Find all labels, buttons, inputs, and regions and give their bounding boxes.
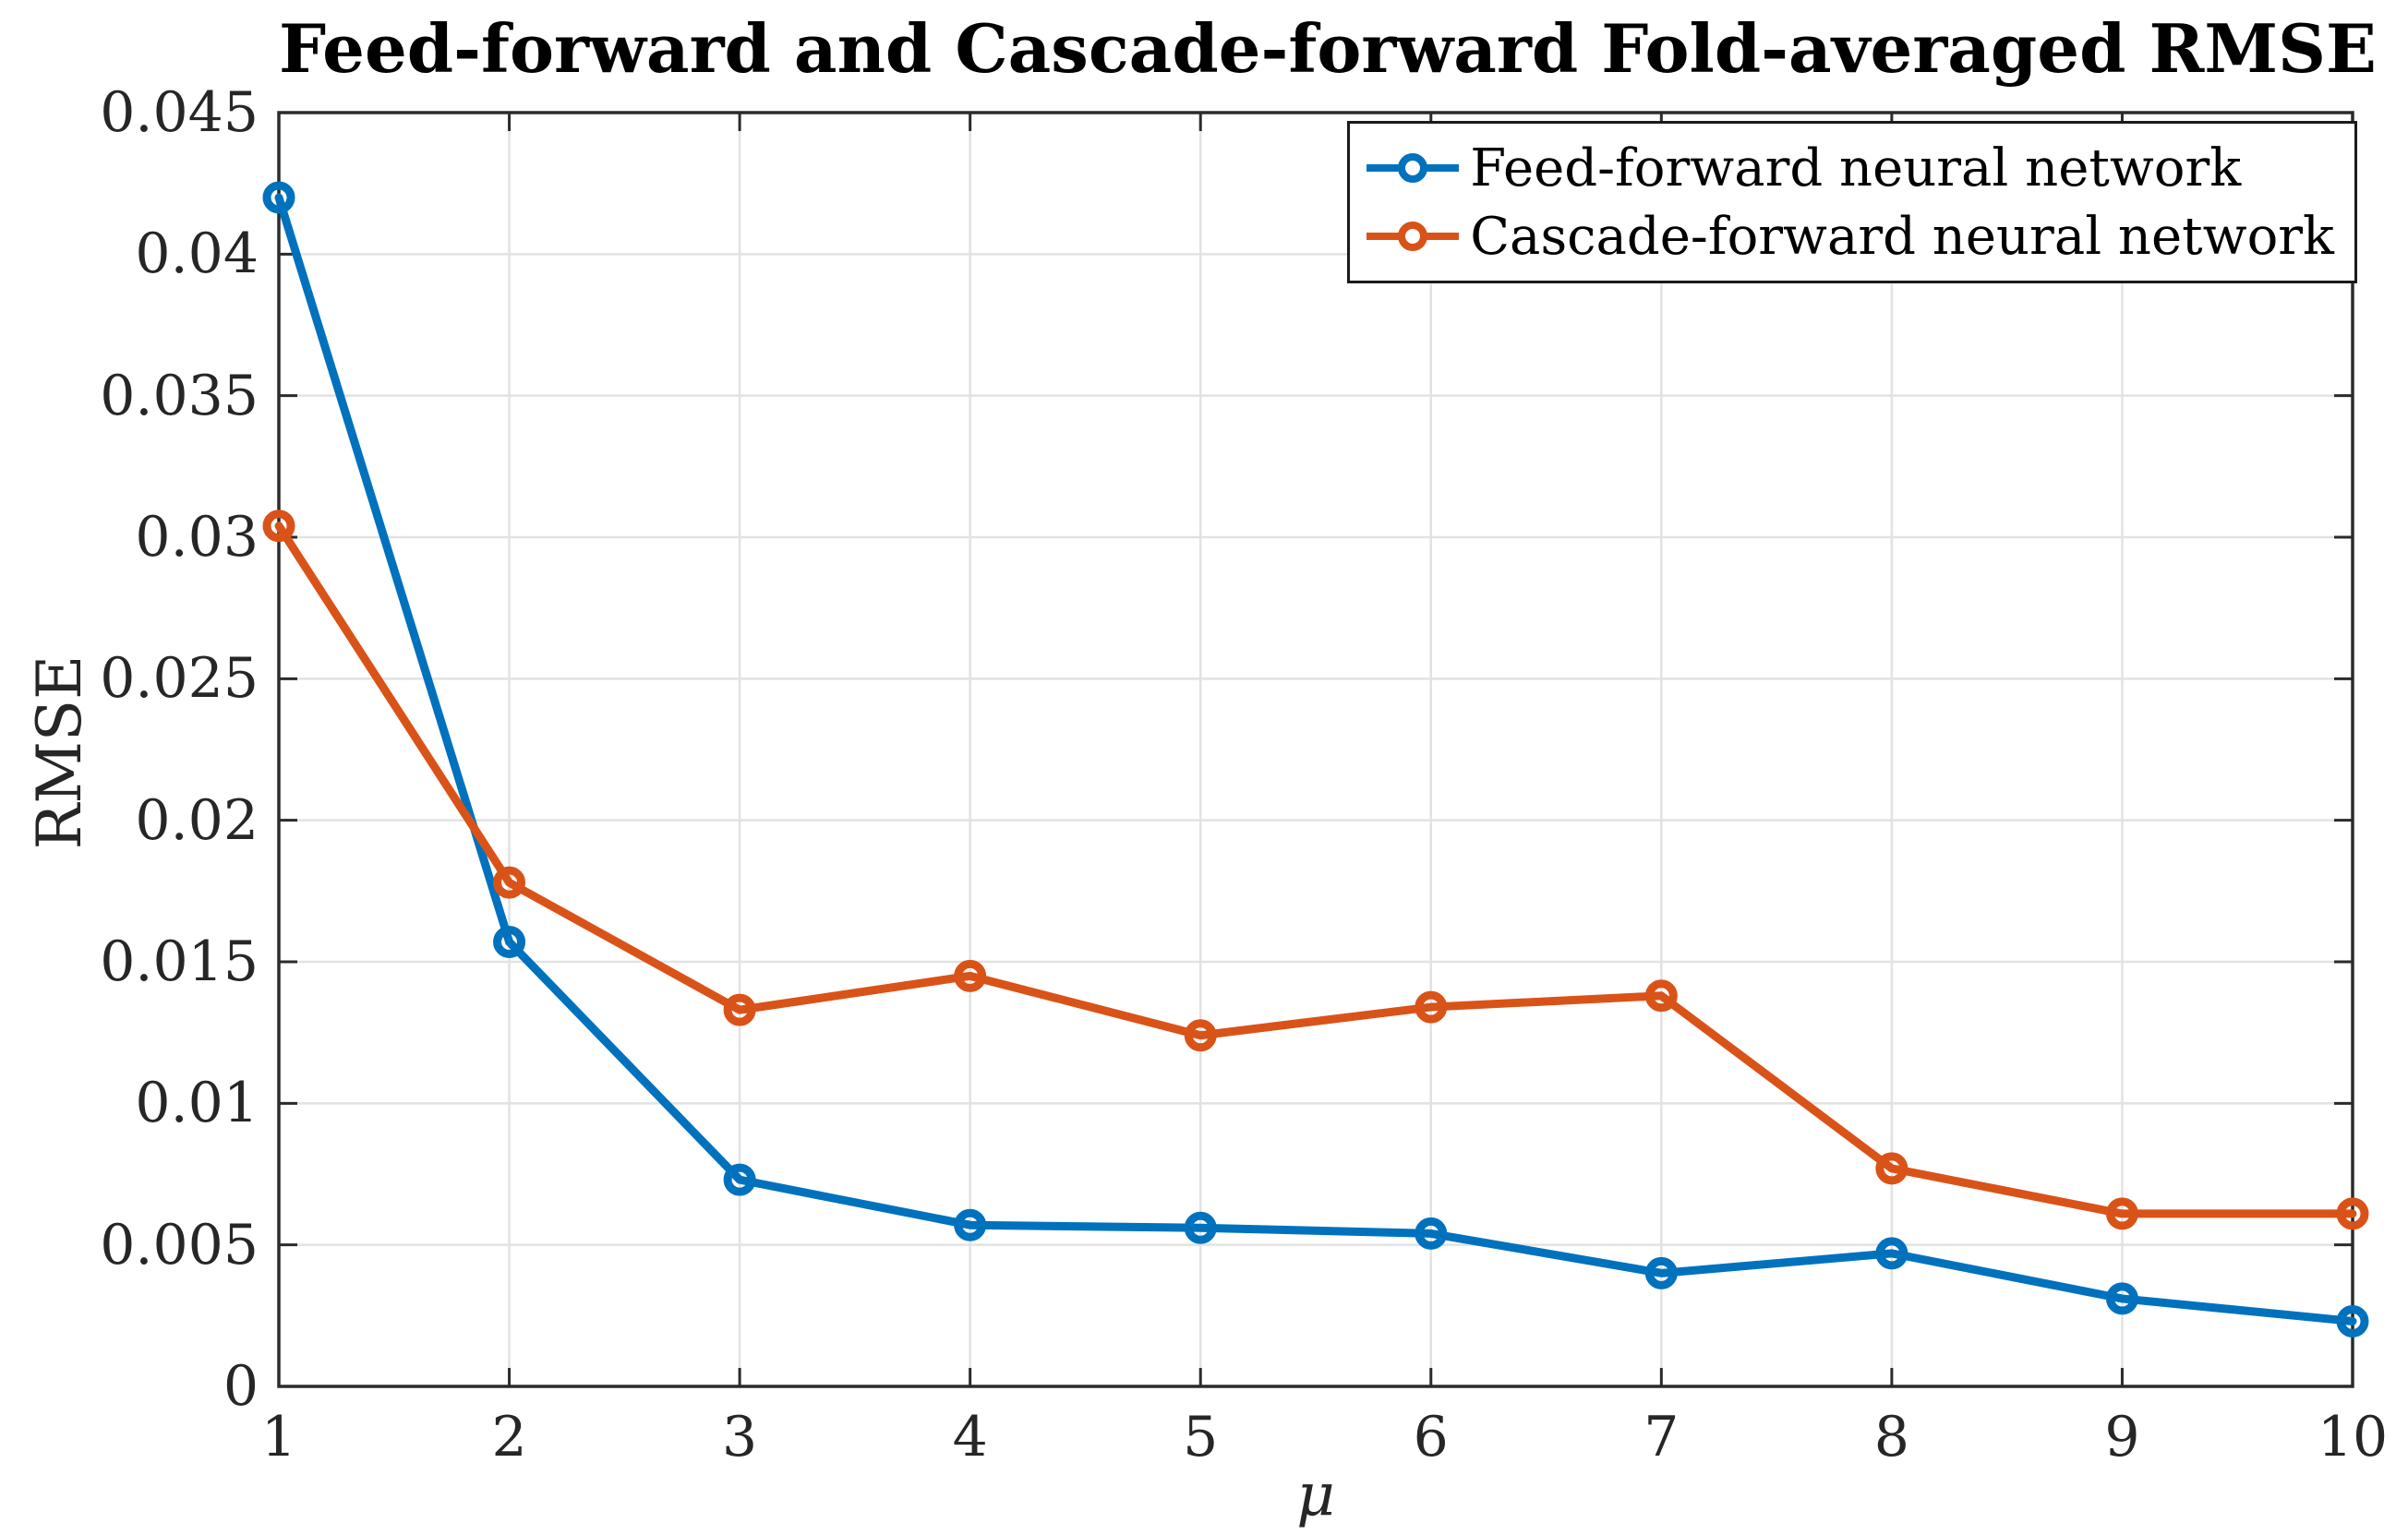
- legend: Feed-forward neural network Cascade-forw…: [1347, 121, 2357, 283]
- axes-box: [277, 111, 2354, 1388]
- data-point-marker-1: [1415, 990, 1448, 1024]
- legend-item-feed-forward: Feed-forward neural network: [1365, 135, 2334, 201]
- x-tick-label: 3: [722, 1405, 758, 1469]
- data-point-marker-0: [1184, 1211, 1217, 1244]
- y-tick-label: 0.03: [135, 505, 259, 570]
- data-point-marker-1: [954, 959, 987, 992]
- legend-label: Feed-forward neural network: [1470, 138, 2242, 198]
- data-point-marker-0: [262, 181, 295, 214]
- x-tick-label: 6: [1413, 1405, 1449, 1469]
- data-point-marker-0: [1644, 1256, 1678, 1289]
- data-point-marker-0: [1415, 1217, 1448, 1250]
- data-point-marker-0: [954, 1208, 987, 1241]
- x-tick-label: 8: [1873, 1405, 1909, 1469]
- x-tick-label: 1: [260, 1405, 297, 1469]
- legend-line-marker-icon: [1367, 222, 1460, 251]
- data-point-marker-1: [2336, 1197, 2369, 1230]
- x-axis-label: μ: [1296, 1461, 1335, 1529]
- data-point-marker-1: [1644, 979, 1678, 1013]
- x-tick-label: 4: [952, 1405, 988, 1469]
- data-point-marker-0: [2105, 1282, 2138, 1315]
- data-point-marker-0: [1875, 1237, 1908, 1270]
- x-tick-label: 7: [1643, 1405, 1680, 1469]
- y-tick-label: 0.015: [100, 929, 259, 994]
- y-tick-label: 0.04: [135, 222, 259, 287]
- data-point-marker-0: [2336, 1304, 2369, 1337]
- data-point-marker-1: [1875, 1152, 1908, 1185]
- x-tick-label: 9: [2104, 1405, 2140, 1469]
- y-tick-label: 0: [223, 1354, 259, 1419]
- x-tick-label: 5: [1183, 1405, 1219, 1469]
- y-tick-label: 0.025: [100, 646, 259, 712]
- y-tick-label: 0.02: [135, 787, 259, 853]
- y-tick-label: 0.045: [100, 80, 259, 145]
- y-tick-label: 0.01: [135, 1071, 259, 1136]
- data-point-marker-1: [493, 866, 526, 899]
- legend-line-marker-icon: [1367, 153, 1460, 183]
- x-tick-label: 2: [491, 1405, 527, 1469]
- data-point-marker-1: [2105, 1197, 2138, 1230]
- data-point-marker-0: [493, 926, 526, 959]
- x-tick-label: 10: [2317, 1405, 2389, 1469]
- legend-item-cascade-forward: Cascade-forward neural network: [1365, 203, 2334, 270]
- legend-label: Cascade-forward neural network: [1470, 206, 2334, 267]
- data-point-marker-1: [723, 993, 756, 1026]
- y-axis-label: RMSE: [24, 654, 95, 850]
- chart-title: Feed-forward and Cascade-forward Fold-av…: [279, 9, 2377, 88]
- series-line-0: [274, 193, 2357, 1325]
- y-tick-label: 0.035: [100, 363, 259, 428]
- data-point-marker-0: [723, 1163, 756, 1196]
- y-tick-label: 0.005: [100, 1212, 259, 1277]
- data-point-marker-1: [1184, 1019, 1217, 1052]
- data-point-marker-1: [262, 510, 295, 543]
- series-line-1: [274, 522, 2357, 1218]
